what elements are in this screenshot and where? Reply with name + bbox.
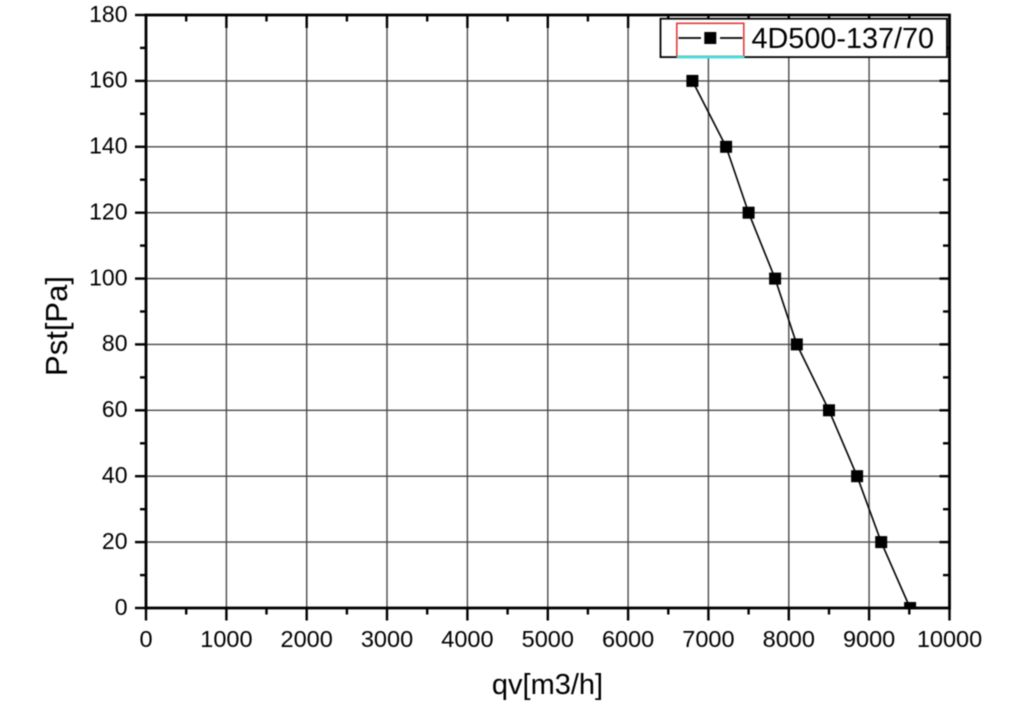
svg-text:0: 0 <box>139 626 152 652</box>
svg-text:Pst[Pa]: Pst[Pa] <box>39 276 74 376</box>
svg-text:7000: 7000 <box>682 626 734 652</box>
svg-text:20: 20 <box>102 528 128 554</box>
svg-text:180: 180 <box>89 1 127 27</box>
svg-text:qv[m3/h]: qv[m3/h] <box>492 669 603 701</box>
svg-text:80: 80 <box>102 330 128 356</box>
svg-text:160: 160 <box>89 67 127 93</box>
svg-text:60: 60 <box>102 396 128 422</box>
svg-text:1000: 1000 <box>200 626 252 652</box>
svg-text:120: 120 <box>89 199 127 225</box>
svg-text:10000: 10000 <box>917 626 982 652</box>
svg-text:4000: 4000 <box>441 626 493 652</box>
svg-text:3000: 3000 <box>361 626 413 652</box>
svg-text:40: 40 <box>102 462 128 488</box>
svg-text:9000: 9000 <box>843 626 895 652</box>
svg-text:8000: 8000 <box>763 626 815 652</box>
svg-text:100: 100 <box>89 264 127 290</box>
svg-text:0: 0 <box>115 594 128 620</box>
svg-text:4D500-137/70: 4D500-137/70 <box>752 23 935 55</box>
svg-text:5000: 5000 <box>522 626 574 652</box>
svg-text:2000: 2000 <box>281 626 333 652</box>
svg-text:6000: 6000 <box>602 626 654 652</box>
svg-text:140: 140 <box>89 133 127 159</box>
